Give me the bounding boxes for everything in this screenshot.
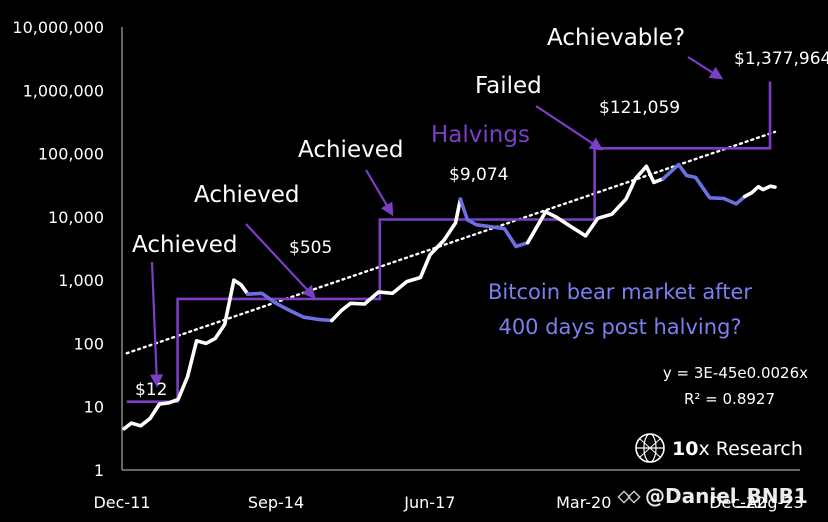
halving-projection-group	[126, 81, 772, 403]
x-tick-label: Sep-14	[248, 493, 304, 512]
y-tick-label: 10,000	[48, 208, 104, 227]
binance-logo-icon	[617, 490, 641, 504]
annotation-arrow	[245, 223, 316, 299]
halvings-label: Halvings	[431, 122, 530, 148]
y-tick-label: 1	[94, 461, 104, 480]
x-tick-label: Aug-23	[746, 493, 803, 512]
brand-name-rest: x Research	[698, 438, 802, 460]
y-tick-label: 10	[84, 398, 104, 417]
price-series-segment	[742, 184, 777, 199]
status-label-achieved-2: Achieved	[194, 182, 299, 208]
brand-name-bold: 10	[672, 438, 698, 460]
price-series-segment	[661, 162, 747, 206]
regression-equation: y = 3E-45e0.0026x	[663, 364, 808, 382]
y-tick-label: 10,000,000	[12, 18, 104, 37]
brand-name: 10x Research	[672, 438, 803, 460]
y-tick-label: 100,000	[38, 145, 104, 164]
watermark: @Daniel_BNB1	[645, 484, 808, 508]
arrows-group	[149, 56, 724, 388]
status-label-achieved-3: Achieved	[298, 137, 403, 163]
price-series-segment	[458, 197, 530, 249]
value-label-1377964: $1,377,964	[734, 49, 828, 69]
status-label-achieved-1: Achieved	[132, 232, 237, 258]
y-tick-label: 100	[73, 334, 104, 353]
trendline-group	[125, 130, 777, 355]
question-line-1: Bitcoin bear market after	[488, 280, 752, 304]
r-squared: R² = 0.8927	[684, 390, 775, 408]
value-label-121059: $121,059	[599, 98, 680, 118]
status-label-achievable: Achievable?	[547, 25, 685, 51]
status-label-failed: Failed	[475, 73, 542, 99]
y-tick-labels: 1 10 100 1,000 10,000 100,000 1,000,000 10,000,…	[12, 18, 104, 480]
annotation-arrow	[149, 261, 164, 388]
axes	[121, 27, 800, 471]
y-tick-label: 1,000	[58, 271, 104, 290]
price-series-segment	[122, 278, 250, 431]
halving-step-line	[126, 81, 772, 403]
x-tick-label: Dec-11	[93, 493, 150, 512]
question-line-2: 400 days post halving?	[498, 315, 741, 339]
x-tick-label: Mar-20	[556, 493, 611, 512]
price-series-group	[122, 162, 777, 431]
globe-icon	[635, 433, 665, 463]
y-tick-label: 1,000,000	[23, 81, 104, 100]
x-tick-label: Dec-22	[709, 493, 766, 512]
annotation-arrow	[365, 169, 394, 217]
x-tick-label: Jun-17	[403, 493, 455, 512]
trendline	[125, 130, 777, 355]
price-series-segment	[329, 197, 463, 323]
annotation-arrow	[687, 56, 724, 80]
value-label-9074: $9,074	[449, 165, 508, 185]
value-label-12: $12	[135, 380, 167, 400]
price-series-segment	[525, 164, 665, 245]
price-series-segment	[246, 291, 334, 323]
annotation-arrow	[535, 105, 604, 151]
value-label-505: $505	[289, 238, 332, 258]
